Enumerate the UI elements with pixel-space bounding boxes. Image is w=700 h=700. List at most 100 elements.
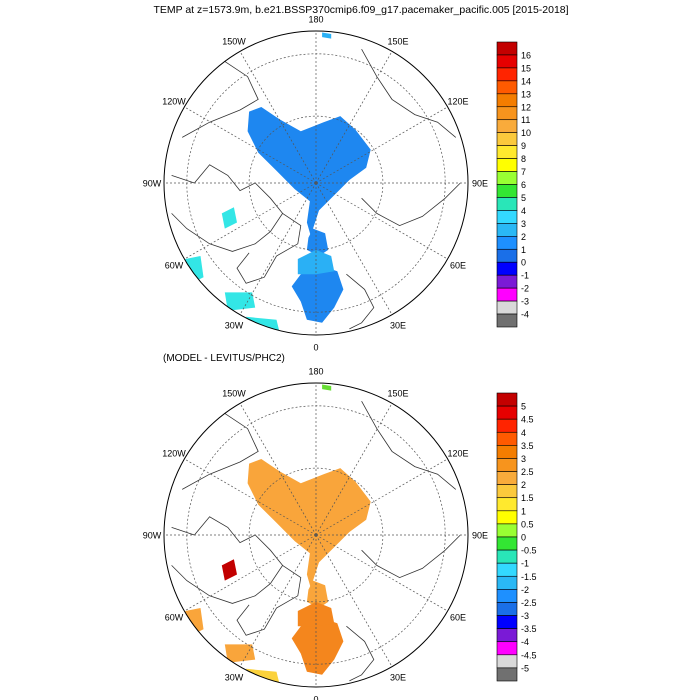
colorbar-swatch <box>496 106 518 121</box>
colorbar-swatch <box>496 667 518 682</box>
colorbar-tick-label: 7 <box>521 167 526 177</box>
field-irminger-sea <box>224 644 256 663</box>
colorbar-swatch <box>496 145 518 159</box>
coastline <box>171 516 284 604</box>
colorbar-swatch <box>496 641 518 656</box>
lon-label-top-right: 150E <box>387 389 408 399</box>
colorbar-swatch <box>496 575 518 590</box>
colorbar-swatch <box>496 184 518 198</box>
colorbar-swatch <box>496 549 518 564</box>
colorbar-tick-label: 0.5 <box>521 519 534 529</box>
map-panel-bottom: 180 150W 120W 90W 60W 30W 0 30E 60E 90E 120E 150E <box>143 367 488 700</box>
colorbar-swatch <box>496 93 518 108</box>
field-baffin-bay <box>221 207 237 229</box>
colorbar-tick-label: 9 <box>521 141 526 151</box>
lon-label-top-right: 150E <box>387 37 408 47</box>
colorbar-tick-label: 5 <box>521 193 526 203</box>
colorbar-swatch <box>496 523 518 538</box>
lon-label-top-left: 150W <box>222 37 246 47</box>
lon-label-bottom-left: 30W <box>225 673 244 683</box>
lon-label-left: 90W <box>143 179 162 189</box>
meridian-line <box>315 534 448 612</box>
field-greenland-sea-warm <box>297 601 335 627</box>
colorbar-tick-label: -4.5 <box>521 650 537 660</box>
field-arctic-basin <box>247 459 371 596</box>
coastline <box>182 413 259 490</box>
latitude-circle <box>248 115 384 251</box>
meridian-line <box>315 106 448 184</box>
coastline <box>236 213 302 284</box>
colorbar-tick-label: 16 <box>521 51 531 61</box>
meridian-line <box>315 51 393 184</box>
lon-label-upper-right: 120E <box>447 449 468 459</box>
colorbar-swatch <box>496 197 518 211</box>
lon-label-lower-right: 60E <box>450 613 466 623</box>
colorbar-tick-label: -4 <box>521 310 529 320</box>
lon-label-upper-right: 120E <box>447 97 468 107</box>
colorbar-tick-label: 4 <box>521 206 526 216</box>
colorbar-swatch <box>496 313 518 328</box>
colorbar-tick-label: 14 <box>521 76 531 86</box>
coastline <box>361 182 461 227</box>
colorbar-swatch <box>496 418 518 433</box>
colorbar-swatch <box>496 287 518 302</box>
coastline <box>171 164 284 252</box>
colorbar-swatch <box>496 602 518 616</box>
latitude-circle <box>248 467 384 603</box>
colorbar-swatch <box>496 589 518 603</box>
colorbar-swatch <box>496 392 518 407</box>
lon-label-bottom-right: 30E <box>390 673 406 683</box>
colorbar-swatch <box>496 223 518 237</box>
colorbar-swatch <box>496 80 518 95</box>
meridian-line <box>315 458 448 536</box>
colorbar-tick-label: 2.5 <box>521 467 534 477</box>
field-norwegian-sea <box>291 265 344 323</box>
colorbar-swatch <box>496 536 518 551</box>
lon-label-top: 180 <box>308 15 323 25</box>
map-rim <box>163 382 469 688</box>
meridian-line <box>315 182 448 260</box>
coastline <box>361 401 457 490</box>
colorbar-swatch <box>496 132 518 146</box>
panel-bottom-subtitle: (MODEL - LEVITUS/PHC2) <box>163 353 285 364</box>
colorbar-bottom: 5 4.5 4 3.5 3 2.5 2 1.5 1 0.5 0 -0.5 -1 -1.5 -2 -2.5 -3 -… <box>496 392 537 682</box>
figure-title: TEMP at z=1573.9m, b.e21.BSSP370cmip6.f0… <box>153 4 568 16</box>
lon-label-bottom: 0 <box>313 695 318 700</box>
colorbar-swatch <box>496 562 518 577</box>
meridian-line <box>239 182 317 315</box>
colorbar-tick-label: -3.5 <box>521 624 537 634</box>
colorbar-tick-label: -2.5 <box>521 598 537 608</box>
lon-label-left: 90W <box>143 531 162 541</box>
lon-label-bottom-left: 30W <box>225 321 244 331</box>
field-greenland-sea-warm <box>297 249 335 275</box>
colorbar-swatch <box>496 54 518 69</box>
colorbar-tick-label: -5 <box>521 663 529 673</box>
meridian-line <box>315 534 393 667</box>
colorbar-tick-label: -3 <box>521 297 529 307</box>
lon-label-bottom-right: 30E <box>390 321 406 331</box>
colorbar-swatch <box>496 628 518 643</box>
colorbar-swatch <box>496 431 518 446</box>
colorbar-swatch <box>496 497 518 512</box>
colorbar-tick-label: -1.5 <box>521 572 537 582</box>
colorbar-tick-label: 5 <box>521 402 526 412</box>
colorbar-swatch <box>496 158 518 172</box>
meridian-line <box>184 534 317 612</box>
colorbar-tick-label: 10 <box>521 128 531 138</box>
meridian-line <box>315 182 393 315</box>
colorbar-swatch <box>496 615 518 629</box>
field-fram-strait <box>306 580 329 608</box>
colorbar-swatch <box>496 484 518 499</box>
map-panel-top: 180 150W 120W 90W 60W 30W 0 30E 60E 90E 120E 150E <box>143 15 488 353</box>
colorbar-swatch <box>496 41 518 56</box>
colorbar-swatch <box>496 274 518 289</box>
meridian-line <box>184 458 317 536</box>
meridian-line <box>184 106 317 184</box>
colorbar-swatch <box>496 654 518 669</box>
colorbar-swatch <box>496 405 518 420</box>
colorbar-swatch <box>496 445 518 459</box>
meridian-line <box>239 403 317 536</box>
colorbar-tick-label: 0 <box>521 533 526 543</box>
